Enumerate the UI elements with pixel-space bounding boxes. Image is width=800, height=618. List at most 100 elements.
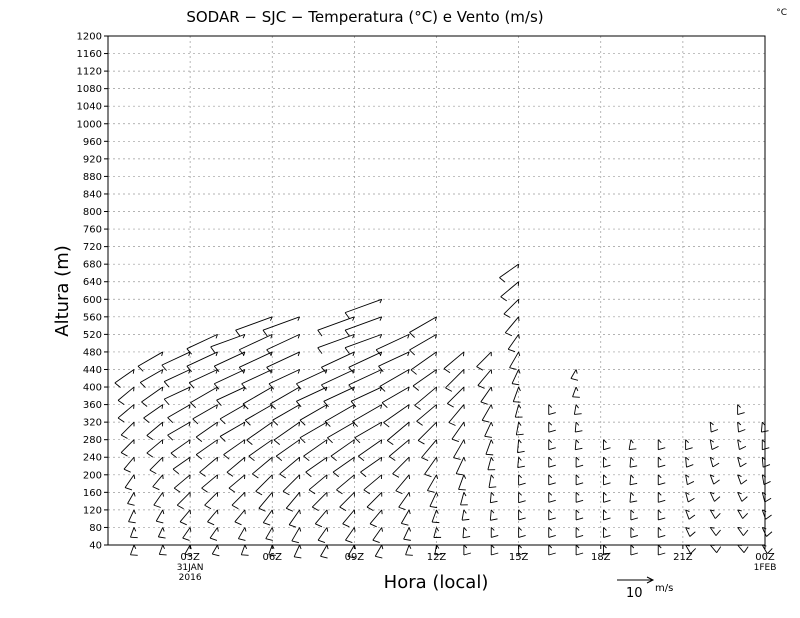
y-tick-label: 960	[83, 137, 102, 148]
barb-base	[133, 509, 136, 515]
barb-feather	[152, 486, 160, 491]
barb-feather	[448, 422, 456, 426]
barb-base	[162, 544, 165, 550]
barb-staff	[252, 456, 273, 475]
wind-barb	[209, 527, 219, 541]
wind-barb	[737, 474, 748, 485]
x-tick-label: 09Z	[345, 552, 365, 563]
barb-staff	[477, 369, 492, 386]
wind-barb	[685, 439, 693, 451]
wind-barb	[630, 509, 638, 521]
barb-base	[435, 351, 437, 357]
barb-staff	[146, 439, 164, 454]
barb-feather	[485, 453, 494, 456]
barb-base	[381, 527, 383, 532]
wind-barb	[629, 474, 638, 486]
wind-barb	[709, 491, 721, 502]
barb-staff	[235, 316, 273, 331]
barb-feather	[629, 482, 638, 486]
barb-base	[434, 316, 437, 322]
barb-staff	[709, 474, 715, 485]
wind-barb	[124, 474, 136, 491]
barb-staff	[130, 527, 135, 538]
barb-base	[379, 316, 383, 321]
barb-base	[162, 492, 164, 497]
wind-barb	[504, 316, 520, 337]
barb-feather	[130, 536, 138, 539]
barb-feather	[207, 521, 215, 526]
barb-staff	[342, 509, 355, 525]
barb-base	[518, 386, 521, 392]
barb-staff	[573, 404, 577, 415]
wind-barb	[603, 492, 611, 503]
barb-feather	[395, 490, 403, 495]
barb-staff	[366, 492, 383, 508]
barb-feather	[386, 440, 394, 445]
wind-barb	[548, 456, 556, 468]
wind-barb	[252, 456, 273, 479]
barb-staff	[737, 492, 743, 502]
barb-feather	[317, 539, 326, 544]
barb-base	[463, 439, 466, 444]
y-tick-label: 520	[83, 330, 102, 341]
barb-staff	[476, 351, 492, 367]
barb-feather	[188, 382, 195, 389]
wind-barb	[448, 404, 465, 426]
barb-feather	[409, 349, 416, 356]
barb-feather	[226, 471, 234, 477]
y-tick-label: 360	[83, 400, 102, 411]
barb-base	[188, 404, 191, 409]
wind-barb	[628, 439, 637, 450]
barb-feather	[480, 401, 488, 405]
barb-feather	[379, 386, 386, 392]
barb-staff	[629, 457, 632, 468]
wind-barb	[324, 404, 355, 427]
wind-barb	[375, 333, 410, 356]
barb-staff	[487, 457, 492, 470]
barb-base	[630, 456, 634, 461]
barb-base	[217, 527, 219, 532]
barb-feather	[427, 490, 435, 493]
wind-barb	[282, 474, 301, 496]
wind-barb	[509, 351, 521, 370]
barb-feather	[268, 554, 276, 556]
barb-feather	[388, 456, 396, 461]
wind-barb	[235, 316, 273, 337]
barb-base	[548, 509, 553, 514]
barb-staff	[685, 509, 690, 520]
barb-base	[270, 334, 273, 339]
wind-barb	[409, 316, 437, 338]
barb-staff	[424, 456, 437, 475]
barb-staff	[517, 457, 520, 468]
barb-feather	[739, 462, 747, 468]
barb-staff	[737, 422, 739, 433]
barb-feather	[347, 555, 356, 559]
barb-base	[216, 422, 218, 427]
barb-feather	[201, 487, 208, 493]
wind-barb	[350, 386, 383, 408]
barb-feather	[345, 539, 353, 544]
barb-feather	[548, 482, 556, 486]
wind-barb	[451, 421, 466, 442]
barb-feather	[167, 434, 174, 441]
wind-barb	[273, 421, 301, 445]
barb-staff	[117, 386, 135, 401]
barb-staff	[299, 421, 328, 439]
barb-staff	[279, 456, 300, 475]
barb-feather	[321, 367, 327, 374]
barb-staff	[268, 369, 300, 385]
wind-barb	[323, 386, 355, 408]
barb-feather	[272, 419, 279, 426]
barb-staff	[489, 492, 492, 503]
wind-barb	[182, 527, 192, 541]
barb-staff	[330, 439, 355, 457]
barb-staff	[317, 316, 355, 331]
barb-staff	[433, 527, 437, 538]
barb-feather	[416, 420, 423, 426]
barb-staff	[157, 527, 164, 538]
barb-feather	[344, 347, 350, 354]
barb-feather	[477, 385, 485, 389]
barb-feather	[548, 429, 556, 433]
barb-feather	[575, 535, 584, 538]
